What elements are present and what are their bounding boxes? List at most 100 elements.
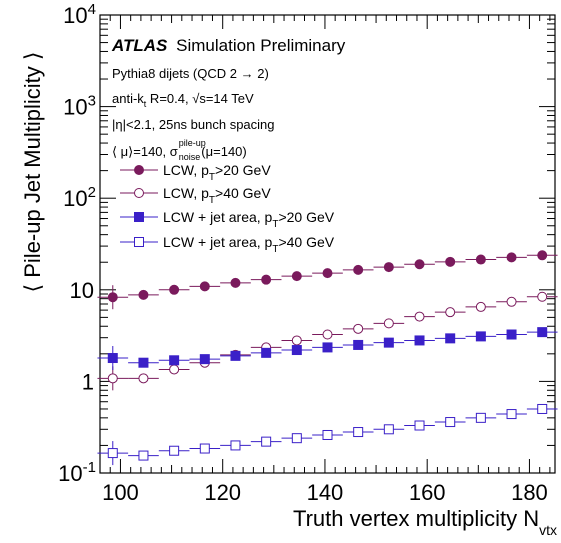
x-axis-title: Truth vertex multiplicity Nvtx bbox=[293, 506, 557, 538]
legend-marker bbox=[134, 212, 144, 222]
series-4-point bbox=[537, 403, 548, 414]
series-4-point bbox=[414, 420, 425, 431]
series-1-point bbox=[138, 289, 149, 300]
series-3-point bbox=[414, 335, 425, 346]
series-4-point bbox=[230, 440, 241, 451]
series-4-point bbox=[322, 429, 333, 440]
series-3-point bbox=[537, 327, 548, 338]
series-3-point bbox=[291, 345, 302, 356]
series-2-point bbox=[291, 335, 302, 346]
series-3-point bbox=[230, 350, 241, 361]
x-tick-label: 140 bbox=[307, 480, 344, 505]
y-axis: 10-1 1 10 102 103 104 bbox=[58, 1, 555, 486]
series-1-point bbox=[199, 281, 210, 292]
y-tick-label: 103 bbox=[63, 93, 96, 120]
series-1-point bbox=[414, 259, 425, 270]
annotation-sigma-subscript: noise bbox=[179, 152, 201, 162]
series-1-point bbox=[230, 277, 241, 288]
series-4-point bbox=[261, 436, 272, 447]
annotation-line-eta: |η|<2.1, 25ns bunch spacing bbox=[112, 117, 275, 132]
legend-entry-3: LCW + jet area, pT>20 GeV bbox=[120, 209, 335, 230]
x-tick-label: 180 bbox=[511, 480, 548, 505]
series-1-point bbox=[261, 274, 272, 285]
series-2-point bbox=[107, 373, 118, 384]
series-2-point bbox=[414, 311, 425, 322]
legend-marker bbox=[134, 165, 144, 175]
series-layer bbox=[97, 250, 558, 466]
series-3-point bbox=[506, 329, 517, 340]
series-2-point bbox=[322, 329, 333, 340]
legend-label: LCW, pT>40 GeV bbox=[163, 185, 271, 206]
series-3-point bbox=[383, 337, 394, 348]
legend-label: LCW + jet area, pT>20 GeV bbox=[163, 209, 335, 230]
series-4-point bbox=[138, 450, 149, 461]
plot-border bbox=[99, 14, 556, 474]
series-1-point bbox=[475, 254, 486, 265]
legend-label: LCW, pT>20 GeV bbox=[163, 162, 271, 183]
series-1-point bbox=[291, 271, 302, 282]
x-tick-label: 160 bbox=[409, 480, 446, 505]
series-3-point bbox=[107, 353, 118, 364]
series-4-point bbox=[506, 409, 517, 420]
series-1-point bbox=[506, 252, 517, 263]
series-3-point bbox=[261, 347, 272, 358]
series-2-point bbox=[169, 364, 180, 375]
annotation-line-generator: Pythia8 dijets (QCD 2 → 2) bbox=[112, 66, 269, 81]
series-4-point bbox=[383, 424, 394, 435]
series-3-point bbox=[169, 355, 180, 366]
annotation-line-mu: ⟨ μ⟩=140, σ bbox=[112, 144, 178, 159]
series-1-point bbox=[169, 284, 180, 295]
plot-frame bbox=[99, 14, 556, 474]
y-tick-label: 10-1 bbox=[58, 459, 96, 486]
series-1-point bbox=[322, 268, 333, 279]
series-4-point bbox=[475, 412, 486, 423]
series-4-point bbox=[107, 448, 118, 459]
series-3-point bbox=[475, 331, 486, 342]
series-1-point bbox=[383, 262, 394, 273]
series-3-point bbox=[322, 342, 333, 353]
annotation-block: ATLAS Simulation Preliminary Pythia8 dij… bbox=[111, 36, 346, 162]
y-tick-label: 102 bbox=[63, 184, 96, 211]
series-2-point bbox=[537, 291, 548, 302]
series-2 bbox=[97, 291, 558, 391]
series-2-point bbox=[445, 307, 456, 318]
series-4-point bbox=[445, 417, 456, 428]
annotation-line-algorithm: anti-kt R=0.4, √s=14 TeV bbox=[112, 91, 254, 109]
series-3 bbox=[97, 327, 558, 371]
series-1-point bbox=[537, 250, 548, 261]
series-1-point bbox=[107, 292, 118, 303]
legend-label: LCW + jet area, pT>40 GeV bbox=[163, 234, 335, 255]
series-1-point bbox=[353, 264, 364, 275]
series-4-point bbox=[291, 433, 302, 444]
atlas-label: ATLAS Simulation Preliminary bbox=[111, 36, 346, 55]
y-tick-label: 1 bbox=[82, 369, 94, 394]
series-2-point bbox=[506, 296, 517, 307]
series-3-point bbox=[199, 354, 210, 365]
series-3-point bbox=[445, 333, 456, 344]
y-axis-title: ⟨ Pile-up Jet Multiplicity ⟩ bbox=[20, 52, 45, 293]
series-2-point bbox=[475, 301, 486, 312]
series-1 bbox=[97, 250, 558, 310]
series-4-point bbox=[353, 427, 364, 438]
legend-marker bbox=[134, 188, 144, 198]
series-3-point bbox=[353, 339, 364, 350]
x-tick-label: 120 bbox=[204, 480, 241, 505]
series-2-point bbox=[383, 318, 394, 329]
series-4 bbox=[97, 403, 558, 466]
legend-entry-1: LCW, pT>20 GeV bbox=[120, 162, 271, 183]
x-axis: 100 120 140 160 180 bbox=[99, 15, 551, 505]
y-tick-label: 10 bbox=[70, 278, 94, 303]
series-1-point bbox=[445, 256, 456, 267]
legend-entry-4: LCW + jet area, pT>40 GeV bbox=[120, 234, 335, 255]
series-3-point bbox=[138, 357, 149, 368]
series-4-point bbox=[199, 443, 210, 454]
legend-marker bbox=[134, 237, 144, 247]
series-2-point bbox=[353, 323, 364, 334]
annotation-sigma-argument: (μ=140) bbox=[201, 144, 246, 159]
series-4-point bbox=[169, 445, 180, 456]
y-tick-label: 104 bbox=[63, 1, 96, 28]
legend-entry-2: LCW, pT>40 GeV bbox=[120, 185, 271, 206]
